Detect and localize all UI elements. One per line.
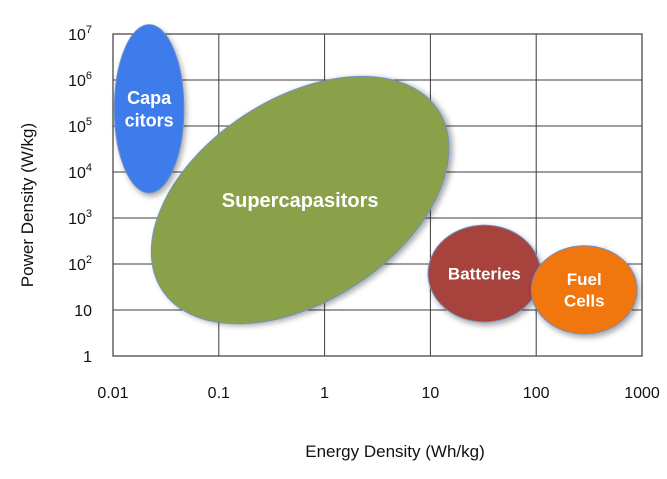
x-axis-title: Energy Density (Wh/kg) <box>305 442 485 461</box>
y-tick-label: 10 <box>74 303 92 320</box>
x-tick-label: 100 <box>523 385 550 402</box>
y-tick-exponent: 5 <box>86 116 92 128</box>
x-tick-label: 0.01 <box>97 385 128 402</box>
x-tick-label: 0.1 <box>208 385 230 402</box>
fuel-cells-label: Fuel <box>567 270 602 289</box>
y-tick-base: 10 <box>68 73 86 90</box>
y-tick-label: 102 <box>68 254 92 274</box>
x-tick-label: 10 <box>422 385 440 402</box>
batteries-region: Batteries <box>427 224 542 323</box>
y-tick-label: 105 <box>68 116 92 136</box>
y-tick-base: 10 <box>74 303 92 320</box>
capacitors-ellipse <box>113 24 185 194</box>
y-axis-title: Power Density (W/kg) <box>18 123 37 287</box>
y-tick-base: 10 <box>68 165 86 182</box>
y-tick-label: 106 <box>68 70 92 90</box>
y-tick-base: 10 <box>68 257 86 274</box>
x-tick-label: 1 <box>320 385 329 402</box>
y-tick-exponent: 3 <box>86 208 92 220</box>
x-tick-label: 1000 <box>624 385 660 402</box>
y-tick-label: 107 <box>68 24 92 44</box>
y-tick-label: 1 <box>83 349 92 366</box>
capacitors-label: citors <box>125 110 174 130</box>
y-tick-exponent: 6 <box>86 70 92 82</box>
batteries-label: Batteries <box>448 264 521 283</box>
y-tick-label: 103 <box>68 208 92 228</box>
y-tick-base: 10 <box>68 119 86 136</box>
capacitors-label: Capa <box>127 88 172 108</box>
y-tick-label: 104 <box>68 162 92 182</box>
supercapacitors-label: Supercapasitors <box>222 190 379 212</box>
supercapacitors-ellipse <box>150 75 450 325</box>
regions: Supercapasitors Batteries Fuel Cells Capacit… <box>113 24 638 335</box>
y-tick-base: 10 <box>68 211 86 228</box>
fuel-cells-ellipse <box>530 245 638 335</box>
y-tick-exponent: 2 <box>86 254 92 266</box>
y-tick-base: 10 <box>68 27 86 44</box>
supercapacitors-region: Supercapasitors <box>150 75 450 325</box>
fuel-cells-label: Cells <box>564 291 605 310</box>
fuel-cells-region: Fuel Cells <box>530 245 638 335</box>
y-tick-exponent: 4 <box>86 162 92 174</box>
y-tick-base: 1 <box>83 349 92 366</box>
y-tick-exponent: 7 <box>86 24 92 36</box>
